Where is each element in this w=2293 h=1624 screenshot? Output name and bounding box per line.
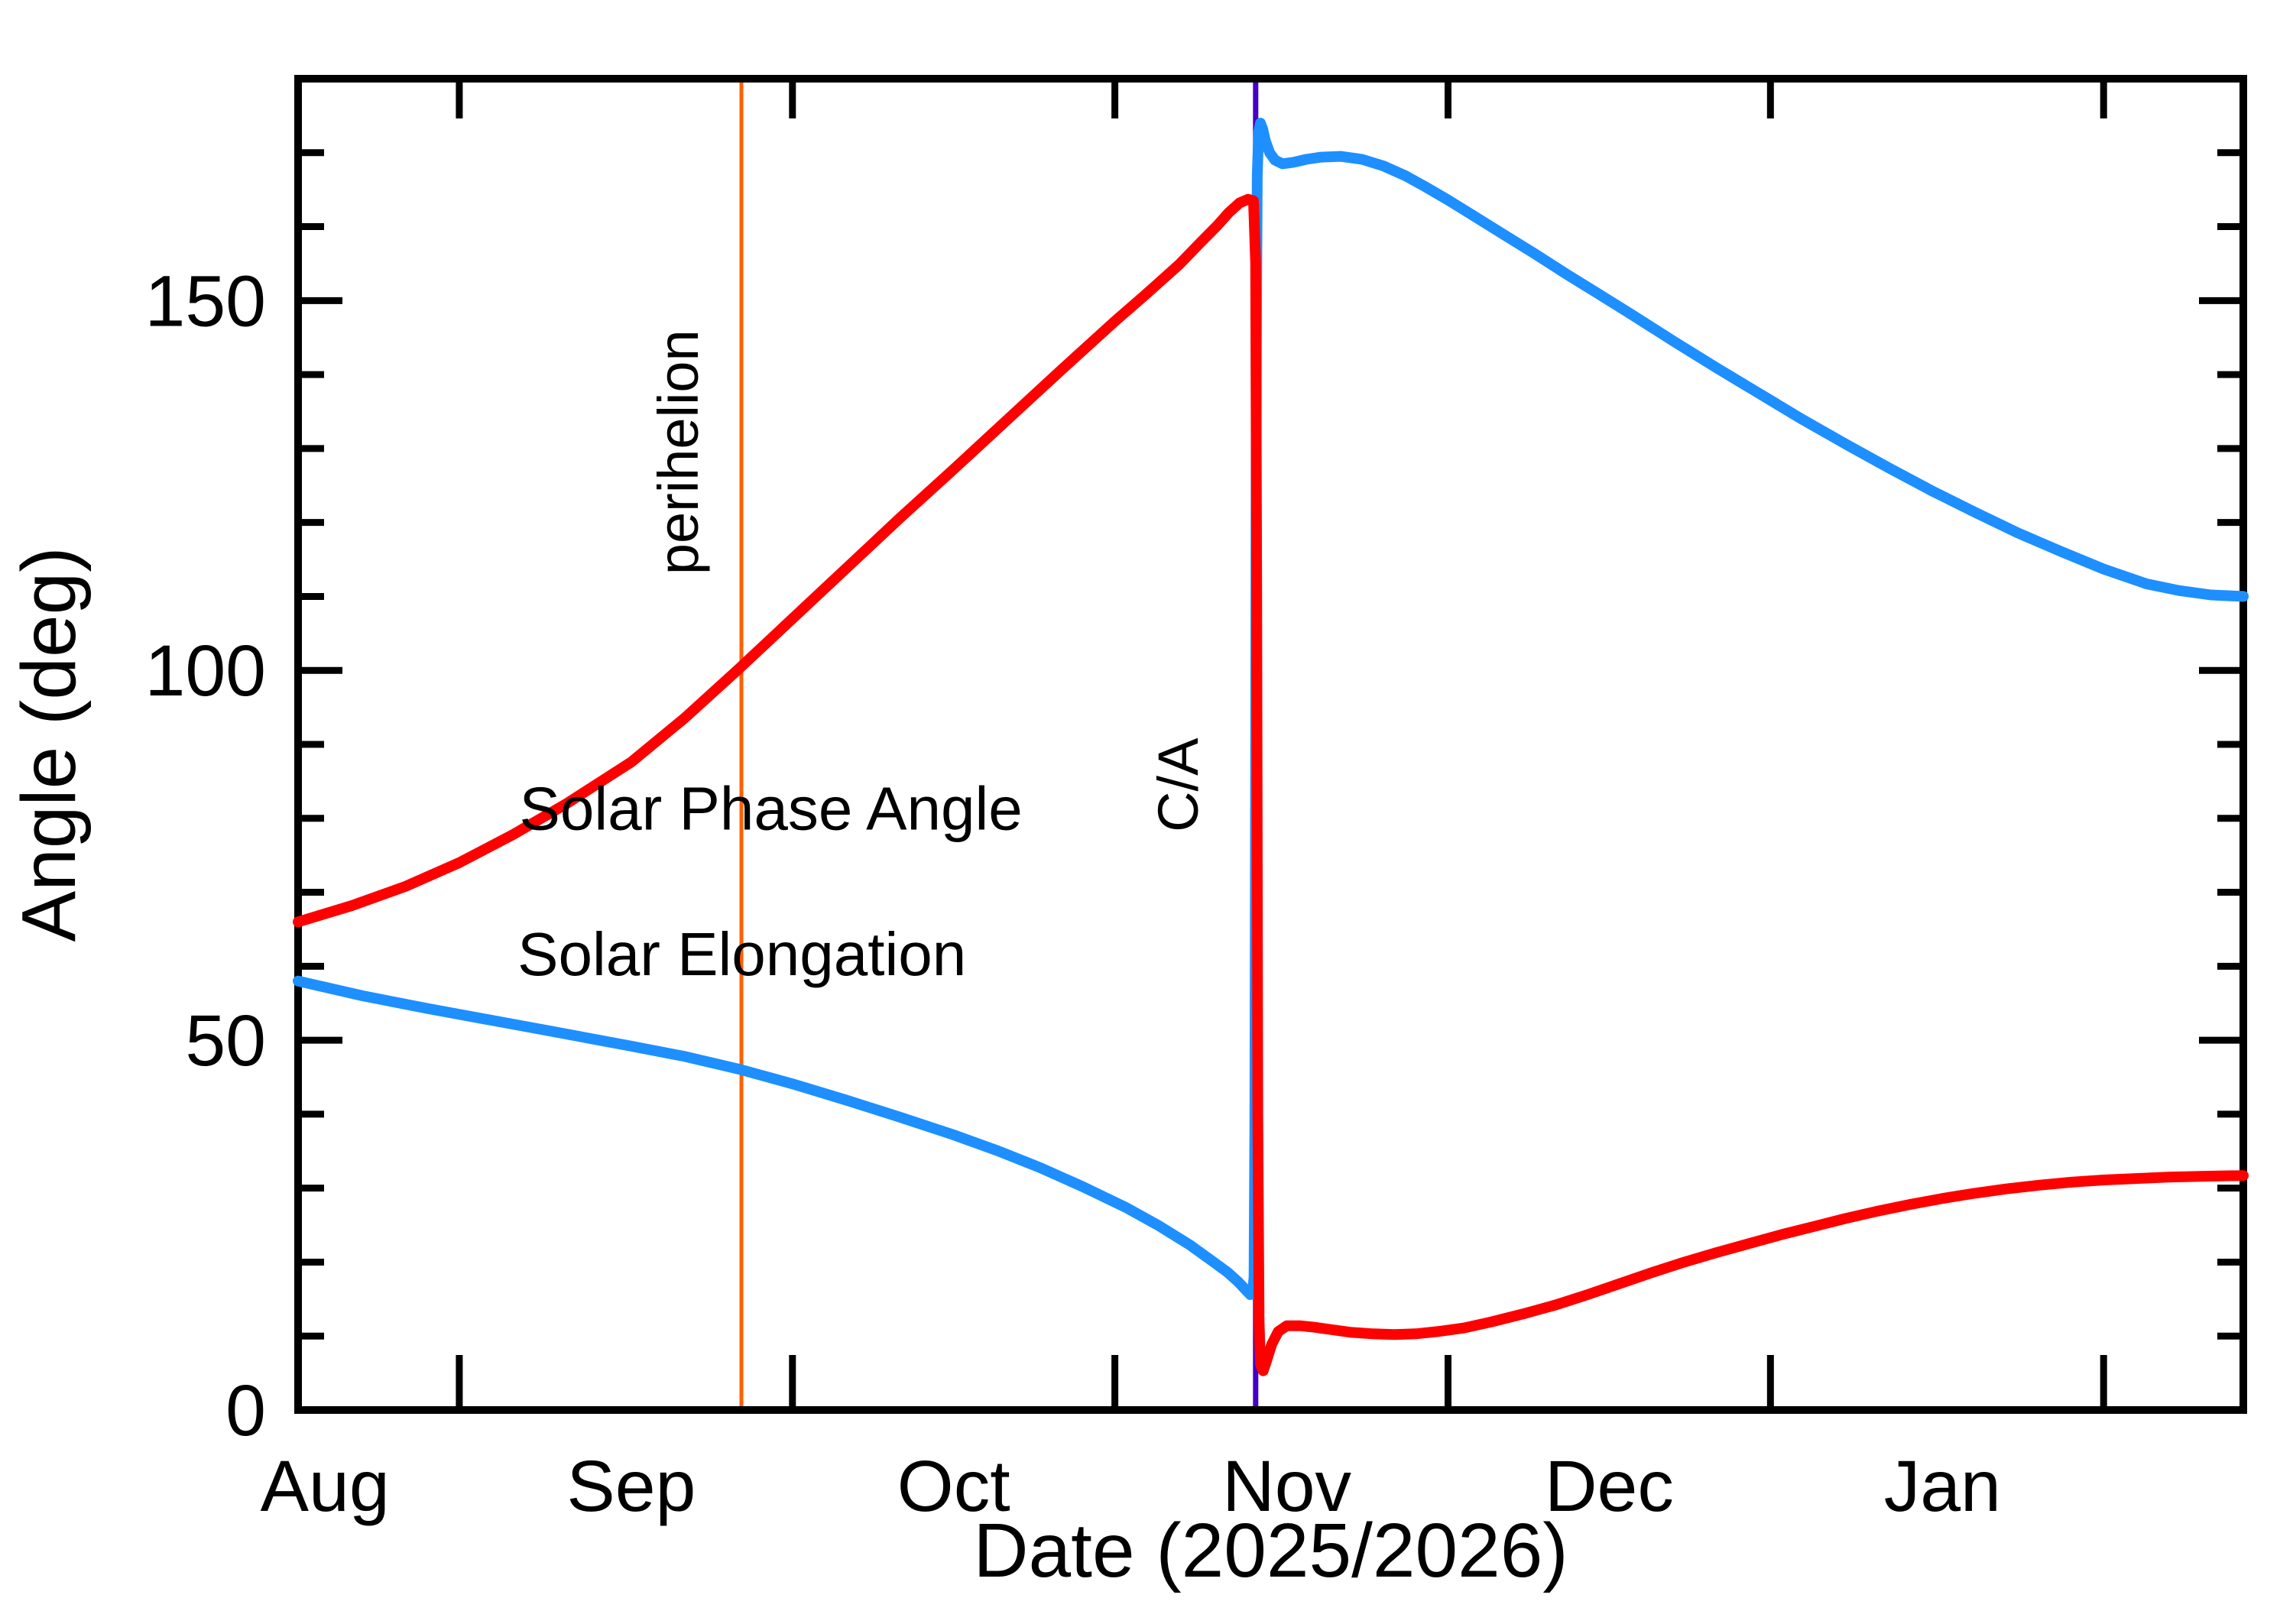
x-axis-title: Date (2025/2026) [973,1508,1568,1593]
y-axis-title: Angle (deg) [6,547,92,942]
x-tick-label-oct: Oct [897,1446,1010,1527]
perihelion-label: perihelion [647,329,710,575]
plot-frame [294,75,2247,1414]
series-solar-elongation [293,118,2249,1300]
x-tick-label-sep: Sep [566,1446,696,1527]
x-tick-label-dec: Dec [1545,1446,1674,1527]
curve-label-solar-phase-angle: Solar Phase Angle [520,774,1023,842]
ca-label: C/A [1146,737,1210,832]
x-tick-label-jan: Jan [1884,1446,2001,1527]
y-tick-label-150: 150 [144,261,266,342]
y-tick-label-50: 50 [185,1000,266,1081]
x-tick-label-aug: Aug [261,1446,390,1527]
y-tick-label-0: 0 [225,1370,266,1451]
x-axis-ticks [456,79,2107,1410]
series-solar-phase-angle [293,193,2249,1376]
x-tick-label-nov: Nov [1222,1446,1351,1527]
y-tick-label-100: 100 [144,630,266,712]
y-axis-ticks [298,149,2243,1340]
curve-label-solar-elongation: Solar Elongation [517,920,966,988]
